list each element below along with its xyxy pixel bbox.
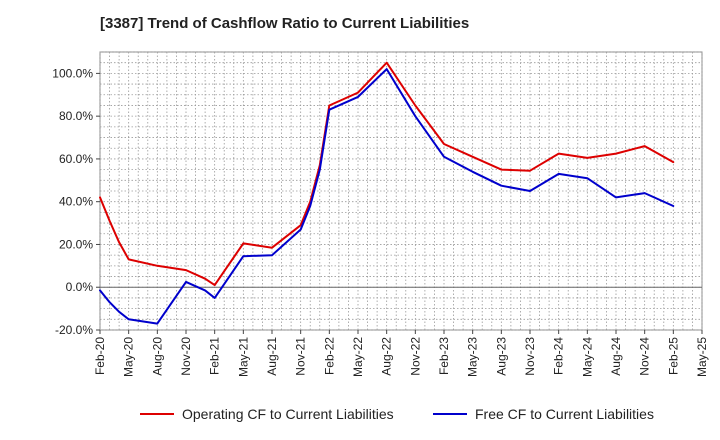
x-tick-label: May-23: [466, 337, 480, 377]
x-tick-label: May-22: [351, 337, 365, 377]
x-tick-label: Nov-23: [523, 337, 537, 376]
x-tick-label: May-25: [695, 337, 709, 377]
y-tick-label: 0.0%: [66, 280, 94, 294]
y-tick-label: 40.0%: [59, 195, 93, 209]
legend-label: Free CF to Current Liabilities: [475, 406, 654, 422]
legend: Operating CF to Current Liabilities Free …: [140, 406, 654, 422]
y-tick-label: 20.0%: [59, 237, 93, 251]
x-tick-label: May-21: [236, 337, 250, 377]
x-tick-label: May-24: [580, 337, 594, 377]
x-tick-label: May-20: [122, 337, 136, 377]
y-axis-ticks: -20.0% 0.0% 20.0% 40.0% 60.0% 80.0% 100.0%: [52, 66, 100, 337]
y-tick-label: 80.0%: [59, 109, 93, 123]
x-tick-label: Nov-21: [294, 337, 308, 376]
x-tick-label: Aug-22: [380, 337, 394, 376]
y-tick-label: 60.0%: [59, 152, 93, 166]
legend-label: Operating CF to Current Liabilities: [182, 406, 394, 422]
x-tick-label: Feb-22: [322, 337, 336, 375]
x-tick-label: Aug-21: [265, 337, 279, 376]
y-tick-label: 100.0%: [52, 66, 93, 80]
x-tick-label: Feb-25: [666, 337, 680, 375]
x-tick-label: Nov-22: [408, 337, 422, 376]
chart-title: [3387] Trend of Cashflow Ratio to Curren…: [100, 15, 470, 32]
y-tick-label: -20.0%: [55, 323, 93, 337]
free-cf-line: [99, 68, 675, 325]
x-tick-label: Aug-24: [609, 337, 623, 376]
x-tick-label: Aug-20: [150, 337, 164, 376]
series-lines: [99, 61, 675, 325]
grid-lines: [99, 51, 703, 331]
x-tick-label: Feb-20: [93, 337, 107, 375]
x-tick-label: Feb-23: [437, 337, 451, 375]
x-axis-ticks: Feb-20 May-20 Aug-20 Nov-20 Feb-21 May-21 Aug-…: [93, 330, 709, 377]
x-tick-label: Aug-23: [494, 337, 508, 376]
x-tick-label: Feb-21: [208, 337, 222, 375]
x-tick-label: Feb-24: [552, 337, 566, 375]
x-tick-label: Nov-20: [179, 337, 193, 376]
x-tick-label: Nov-24: [638, 337, 652, 376]
